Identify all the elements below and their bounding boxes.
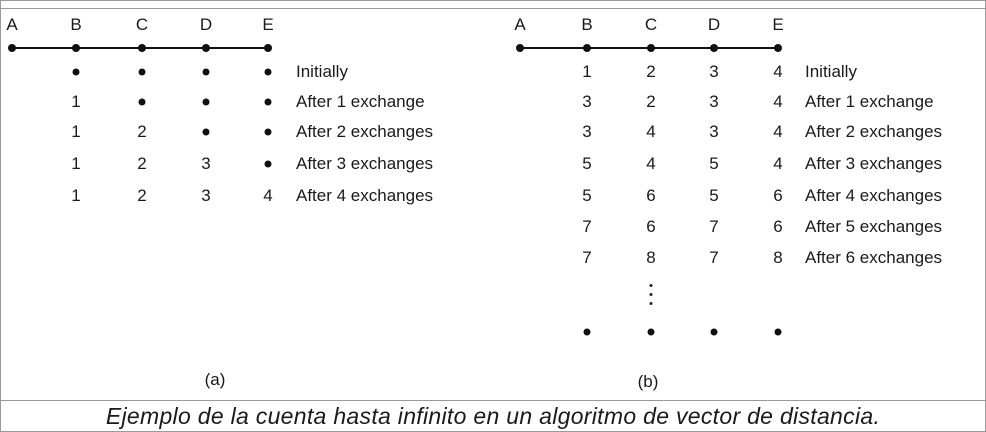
row-label: After 4 exchanges <box>805 186 943 205</box>
distance-cell: 4 <box>263 186 273 205</box>
infinity-dot <box>139 69 146 76</box>
node-label-a: A <box>6 15 18 34</box>
distance-cell: 4 <box>773 154 783 173</box>
row-label: After 3 exchanges <box>296 154 434 173</box>
node-dot-c <box>647 44 655 52</box>
distance-cell: 5 <box>582 186 592 205</box>
distance-cell: 1 <box>71 186 81 205</box>
infinity-dot <box>711 329 718 336</box>
infinity-dot <box>265 99 272 106</box>
node-dot-d <box>710 44 718 52</box>
node-label-e: E <box>772 15 784 34</box>
vertical-ellipsis <box>649 284 653 305</box>
distance-cell: 1 <box>71 92 81 111</box>
row-label: After 4 exchanges <box>296 186 434 205</box>
distance-cell: 2 <box>646 62 656 81</box>
infinity-dot <box>203 69 210 76</box>
infinity-dot <box>203 129 210 136</box>
infinity-dot <box>73 69 80 76</box>
distance-cell: 4 <box>646 122 656 141</box>
node-label-c: C <box>135 15 149 34</box>
distance-cell: 1 <box>71 122 81 141</box>
node-dot-a <box>516 44 524 52</box>
distance-cell: 7 <box>709 217 719 236</box>
node-label-d: D <box>199 15 213 34</box>
infinity-dot <box>139 99 146 106</box>
distance-cell: 8 <box>773 248 783 267</box>
distance-cell: 3 <box>709 122 719 141</box>
node-label-c: C <box>644 15 658 34</box>
node-label-b: B <box>70 15 82 34</box>
node-dot-e <box>774 44 782 52</box>
panel-b-label: (b) <box>637 372 659 391</box>
distance-cell: 4 <box>773 62 783 81</box>
infinity-dot <box>584 329 591 336</box>
row-label: After 3 exchanges <box>805 154 943 173</box>
distance-cell: 3 <box>709 62 719 81</box>
distance-cell: 6 <box>646 217 656 236</box>
infinity-dot <box>265 161 272 168</box>
panel-a-label: (a) <box>204 370 226 389</box>
node-dot-e <box>264 44 272 52</box>
distance-cell: 2 <box>137 122 147 141</box>
infinity-dot <box>265 129 272 136</box>
distance-cell: 6 <box>646 186 656 205</box>
distance-cell: 2 <box>646 92 656 111</box>
row-label: After 1 exchange <box>296 92 425 111</box>
ellipsis-dot <box>649 284 653 287</box>
distance-cell: 5 <box>709 154 719 173</box>
node-dot-a <box>8 44 16 52</box>
distance-cell: 6 <box>773 217 783 236</box>
distance-cell: 2 <box>137 186 147 205</box>
distance-cell: 7 <box>582 217 592 236</box>
node-dot-c <box>138 44 146 52</box>
node-label-e: E <box>262 15 274 34</box>
ellipsis-dot <box>649 302 653 305</box>
infinity-dot <box>265 69 272 76</box>
distance-cell: 3 <box>201 186 211 205</box>
node-dot-b <box>72 44 80 52</box>
distance-cell: 7 <box>582 248 592 267</box>
distance-cell: 5 <box>709 186 719 205</box>
distance-cell: 4 <box>773 92 783 111</box>
distance-cell: 3 <box>582 122 592 141</box>
top-rule <box>0 8 986 9</box>
node-label-b: B <box>581 15 593 34</box>
infinity-dot <box>203 99 210 106</box>
distance-cell: 1 <box>582 62 592 81</box>
distance-cell: 3 <box>201 154 211 173</box>
distance-cell: 2 <box>137 154 147 173</box>
distance-cell: 4 <box>646 154 656 173</box>
node-dot-b <box>583 44 591 52</box>
row-label: After 5 exchanges <box>805 217 943 236</box>
distance-cell: 3 <box>582 92 592 111</box>
ellipsis-dot <box>649 293 653 296</box>
distance-cell: 7 <box>709 248 719 267</box>
distance-cell: 5 <box>582 154 592 173</box>
node-label-d: D <box>707 15 721 34</box>
distance-cell: 3 <box>709 92 719 111</box>
row-label: After 6 exchanges <box>805 248 943 267</box>
caption-rule <box>0 400 986 401</box>
node-dot-d <box>202 44 210 52</box>
row-label: After 1 exchange <box>805 92 934 111</box>
infinity-dot <box>775 329 782 336</box>
distance-cell: 6 <box>773 186 783 205</box>
row-label: After 2 exchanges <box>296 122 434 141</box>
distance-cell: 4 <box>773 122 783 141</box>
distance-cell: 1 <box>71 154 81 173</box>
row-label: After 2 exchanges <box>805 122 943 141</box>
distance-cell: 8 <box>646 248 656 267</box>
node-label-a: A <box>514 15 526 34</box>
infinity-dot <box>648 329 655 336</box>
figure-caption: Ejemplo de la cuenta hasta infinito en u… <box>105 403 881 429</box>
row-label: Initially <box>296 62 348 81</box>
row-label: Initially <box>805 62 857 81</box>
